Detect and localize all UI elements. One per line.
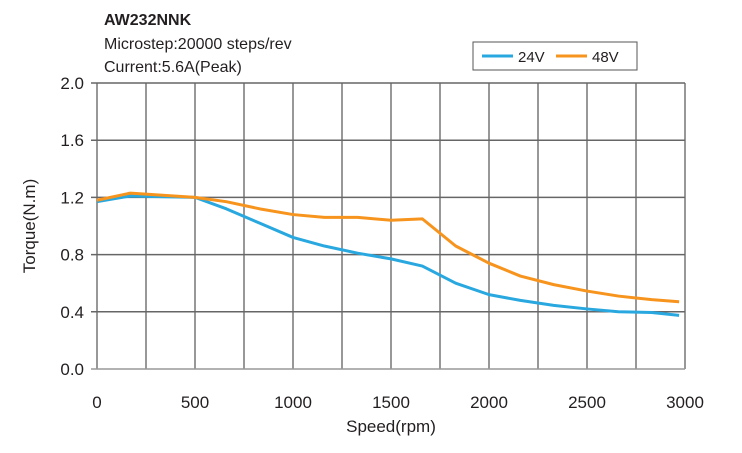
chart-subtitle-current: Current:5.6A(Peak)	[104, 59, 242, 76]
x-tick-label: 2000	[470, 393, 508, 412]
chart-title: AW232NNK	[104, 12, 192, 29]
tick-labels: 0 500 1000 1500 2000 2500 3000 0.0 0.4 0.8 1.2 1.6 2…	[60, 74, 704, 412]
y-tick-label: 1.2	[60, 188, 84, 207]
y-axis-label: Torque(N.m)	[20, 179, 39, 273]
x-tick-label: 0	[92, 393, 101, 412]
series-line-48v	[96, 191, 680, 304]
x-tick-label: 1000	[274, 393, 312, 412]
y-tick-label: 0.8	[60, 246, 84, 265]
chart-subtitle-microstep: Microstep:20000 steps/rev	[104, 36, 292, 53]
y-tick-label: 0.4	[60, 303, 84, 322]
y-tick-label: 2.0	[60, 74, 84, 93]
legend: 24V 48V	[472, 41, 638, 71]
x-tick-label: 2500	[568, 393, 606, 412]
x-tick-label: 500	[181, 393, 209, 412]
series-line-24v	[96, 194, 680, 317]
x-tick-label: 3000	[666, 393, 704, 412]
y-tick-label: 1.6	[60, 131, 84, 150]
legend-label-48v: 48V	[592, 49, 619, 66]
legend-label-24v: 24V	[518, 49, 545, 66]
grid	[91, 82, 686, 370]
x-axis-label: Speed(rpm)	[346, 417, 436, 436]
series-lines	[96, 191, 680, 317]
x-tick-label: 1500	[372, 393, 410, 412]
y-tick-label: 0.0	[60, 360, 84, 379]
